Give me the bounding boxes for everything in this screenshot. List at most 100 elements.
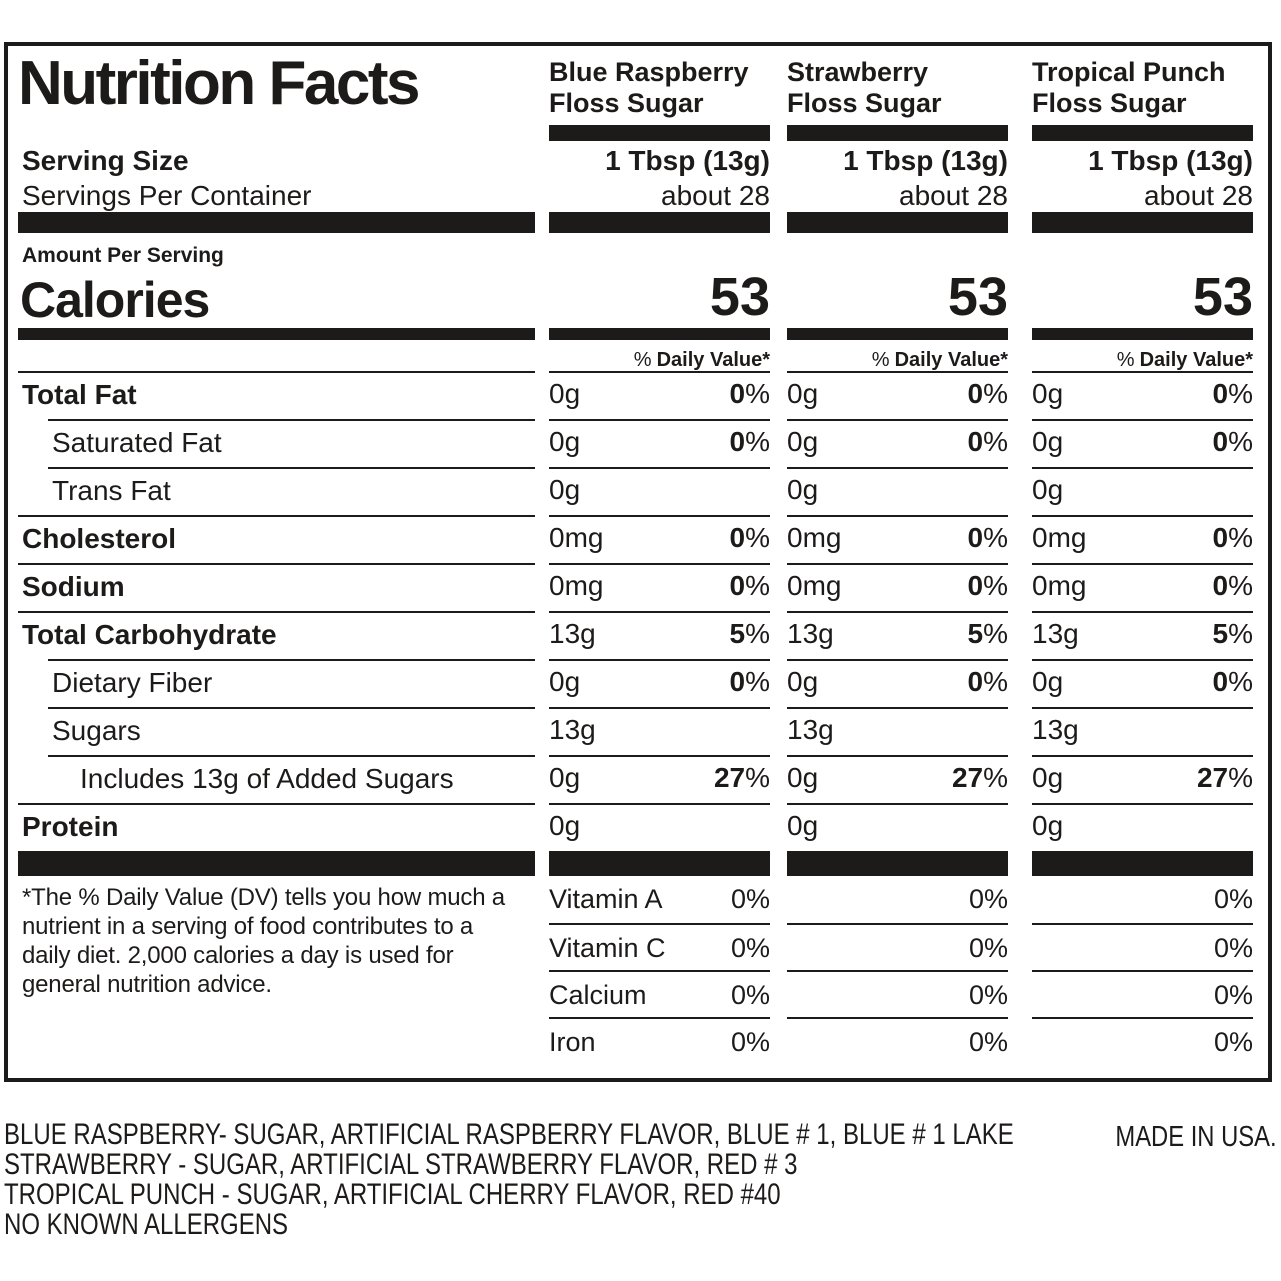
nutrient-row-cholesterol: Cholesterol 0mg 0% 0mg 0% 0mg 0% [18, 515, 1253, 563]
serving-size-row: Serving Size 1 Tbsp (13g) 1 Tbsp (13g) 1… [18, 141, 1253, 178]
vitamin-row: Vitamin C 0% [549, 923, 770, 970]
percent-sign: % [633, 349, 652, 371]
nutrition-label-box: Nutrition Facts Blue Raspberry Floss Sug… [4, 42, 1272, 1082]
vitamin-row: 0% [1032, 876, 1253, 923]
daily-value: 5% [1212, 618, 1253, 649]
flavor-name-line2: Floss Sugar [787, 88, 942, 118]
column-header-tropical-punch: Tropical Punch Floss Sugar [1032, 46, 1253, 125]
amount: 0g [549, 762, 581, 793]
section-divider-bar [1032, 328, 1253, 340]
section-divider-bar [787, 851, 1008, 876]
daily-value-header-row: % Daily Value* % Daily Value* % Daily Value… [18, 340, 1253, 371]
nutrient-label: Cholesterol [22, 523, 177, 554]
daily-value: 27% [713, 762, 770, 793]
section-divider-bar [18, 851, 535, 876]
servings-per-container-value: about 28 [1144, 180, 1253, 211]
daily-value: 0% [967, 378, 1008, 409]
section-divider-bar [787, 328, 1008, 340]
amount: 0g [787, 810, 819, 841]
amount: 0mg [1032, 522, 1087, 553]
section-divider-bar [787, 125, 1008, 141]
daily-value: 0% [1212, 666, 1253, 697]
nutrient-label: Trans Fat [52, 475, 171, 506]
daily-value: 0% [967, 570, 1008, 601]
nutrient-label: Sugars [52, 715, 141, 746]
daily-value: 0% [1212, 378, 1253, 409]
amount: 13g [549, 618, 596, 649]
section-divider-row [18, 212, 1253, 233]
column-header-strawberry: Strawberry Floss Sugar [787, 46, 1008, 125]
percent-sign: % [1116, 349, 1135, 371]
amount: 0g [787, 426, 819, 457]
serving-size-value: 1 Tbsp (13g) [843, 145, 1008, 176]
vitamin-row: Iron 0% [549, 1017, 770, 1064]
amount: 0g [549, 810, 581, 841]
daily-value: 5% [729, 618, 770, 649]
daily-value: 27% [951, 762, 1008, 793]
calories-value: 53 [1192, 267, 1253, 327]
daily-value: 0% [967, 522, 1008, 553]
vitamin-value: 0% [968, 933, 1008, 963]
amount: 0g [549, 474, 581, 505]
ingredients-line-blue-raspberry: BLUE RASPBERRY- SUGAR, ARTIFICIAL RASPBE… [4, 1118, 1014, 1151]
amount: 0g [787, 474, 819, 505]
vitamin-row: 0% [787, 923, 1008, 970]
amount: 0g [549, 378, 581, 409]
vitamin-row: 0% [787, 970, 1008, 1017]
amount: 13g [549, 714, 596, 745]
amount-per-serving-row: Amount Per Serving [18, 233, 1253, 267]
daily-value: 0% [729, 426, 770, 457]
daily-value: 0% [729, 666, 770, 697]
vitamin-row: 0% [1032, 970, 1253, 1017]
section-divider-row [18, 328, 1253, 340]
amount: 0g [787, 762, 819, 793]
daily-value-footnote: *The % Daily Value (DV) tells you how mu… [22, 884, 505, 998]
vitamin-label: Iron [549, 1027, 596, 1057]
amount: 0mg [549, 570, 604, 601]
vitamin-label: Calcium [549, 980, 647, 1010]
amount: 0g [1032, 474, 1064, 505]
amount: 13g [1032, 618, 1079, 649]
section-divider-row [18, 851, 1253, 876]
vitamin-label: Vitamin C [549, 933, 666, 963]
vitamin-value: 0% [730, 980, 770, 1010]
vitamin-value: 0% [730, 884, 770, 914]
made-in-usa-text: MADE IN USA. [1115, 1121, 1277, 1153]
vitamin-row: Calcium 0% [549, 970, 770, 1017]
vitamin-row: 0% [1032, 1017, 1253, 1064]
calories-value: 53 [709, 267, 770, 327]
vitamins-section: *The % Daily Value (DV) tells you how mu… [18, 876, 1253, 1064]
calories-row: Calories 53 53 53 [18, 267, 1253, 328]
nutrient-label: Protein [22, 811, 119, 842]
daily-value: 0% [729, 522, 770, 553]
nutrient-row-protein: Protein 0g 0g 0g [18, 803, 1253, 851]
amount: 0g [1032, 762, 1064, 793]
header-row: Nutrition Facts Blue Raspberry Floss Sug… [18, 46, 1253, 125]
ingredients-line-strawberry: STRAWBERRY - SUGAR, ARTIFICIAL STRAWBERR… [4, 1148, 798, 1181]
section-divider-bar [549, 212, 770, 233]
allergens-line: NO KNOWN ALLERGENS [4, 1208, 289, 1241]
vitamin-value: 0% [730, 1027, 770, 1057]
nutrient-row-total-carbohydrate: Total Carbohydrate 13g 5% 13g 5% 13g 5% [18, 611, 1253, 659]
nutrient-label: Includes 13g of Added Sugars [80, 763, 454, 794]
daily-value: 0% [967, 426, 1008, 457]
nutrient-label: Saturated Fat [52, 427, 222, 458]
amount: 0g [787, 666, 819, 697]
serving-size-label: Serving Size [22, 145, 189, 176]
nutrient-label: Sodium [22, 571, 125, 602]
amount: 0g [1032, 378, 1064, 409]
daily-value: 0% [1212, 426, 1253, 457]
vitamin-row: 0% [1032, 923, 1253, 970]
nutrient-row-trans-fat: Trans Fat 0g 0g 0g [18, 467, 1253, 515]
nutrient-label: Dietary Fiber [52, 667, 213, 698]
vitamin-row: 0% [787, 876, 1008, 923]
section-divider-bar [18, 328, 535, 340]
nutrient-label: Total Carbohydrate [22, 619, 277, 650]
daily-value: 0% [967, 666, 1008, 697]
vitamin-value: 0% [1213, 884, 1253, 914]
nutrient-row-added-sugars: Includes 13g of Added Sugars 0g 27% 0g 27%… [18, 755, 1253, 803]
servings-per-container-value: about 28 [899, 180, 1008, 211]
nutrition-facts-title: Nutrition Facts [18, 49, 420, 118]
vitamin-value: 0% [730, 933, 770, 963]
daily-value-header: % Daily Value* [633, 349, 770, 371]
